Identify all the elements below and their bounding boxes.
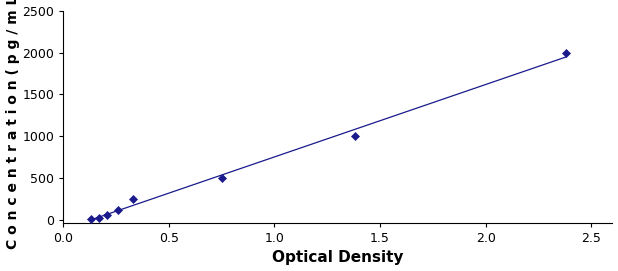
Y-axis label: C o n c e n t r a t i o n ( p g / m L ): C o n c e n t r a t i o n ( p g / m L ) — [6, 0, 20, 249]
X-axis label: Optical Density: Optical Density — [272, 250, 404, 265]
